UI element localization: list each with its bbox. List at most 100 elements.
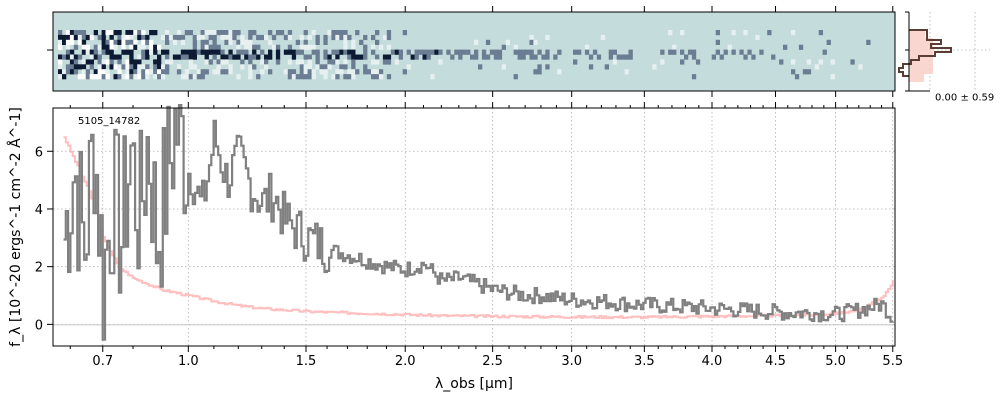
spectrum-2d-pixel (343, 34, 348, 41)
spectrum-2d-pixel (660, 59, 665, 65)
spectrum-2d-pixel (184, 69, 190, 75)
spectrum-2d-pixel (125, 74, 130, 80)
spectrum-2d-pixel (743, 30, 748, 36)
spectrum-2d-pixel (129, 39, 134, 45)
spectrum-2d-pixel (65, 69, 71, 75)
spectrum-2d-pixel (58, 54, 63, 60)
spectrum-2d-pixel (188, 74, 193, 80)
spectrum-2d-pixel (137, 30, 142, 36)
spectrum-2d-pixel (212, 39, 217, 45)
spectrum-2d-pixel (85, 69, 90, 75)
hist-label: 0.00 ± 0.59 (935, 92, 994, 103)
spectrum-2d-pixel (307, 74, 312, 80)
spectrum-2d-pixel (826, 39, 831, 45)
spectrum-2d-pixel (97, 64, 102, 70)
residual-histogram-panel: 0.00 ± 0.59 (898, 11, 994, 103)
spectrum-2d-pixel (628, 49, 633, 55)
spectrum-2d-pixel (129, 54, 134, 60)
spectrum-2d-pixel (220, 30, 225, 36)
spectrum-2d-pixel (165, 34, 170, 41)
spectrum-2d-pixel (481, 54, 487, 60)
spectrum-2d-pixel (157, 69, 162, 75)
spectrum-2d-pixel (751, 54, 756, 60)
spectrum-2d-pixel (188, 54, 193, 60)
spectrum-2d-pixel (208, 44, 213, 50)
spectrum-2d-pixel (224, 69, 229, 75)
error-series (63, 136, 894, 320)
spectrum-2d-pixel (513, 44, 518, 50)
spectrum-2d-pixel (624, 69, 629, 75)
spectrum-2d-pixel (743, 54, 748, 60)
spectrum-2d-pixel (73, 30, 79, 36)
spectrum-2d-pixel (216, 30, 221, 36)
spectrum-2d-pixel (125, 34, 130, 41)
spectrum-2d-pixel (458, 49, 463, 55)
spectrum-2d-pixel (291, 69, 297, 75)
spectrum-2d-pixel (248, 64, 253, 70)
spectrum-2d-pixel (133, 30, 138, 36)
spectrum-2d-pixel (77, 64, 83, 70)
spectrum-2d-pixel (73, 44, 79, 50)
spectrum-2d-pixel (232, 30, 237, 36)
spectrum-2d-pixel (58, 39, 63, 45)
spectrum-2d-pixel (77, 34, 83, 41)
spectrum-2d-pixel (89, 34, 94, 41)
spectrum-2d-pixel (145, 69, 150, 75)
spectrum-2d-pixel (184, 74, 190, 80)
spectrum-2d-pixel (557, 69, 562, 75)
spectrum-2d-pixel (299, 74, 304, 80)
spectrum-2d-pixel (343, 59, 348, 65)
spectrum-2d-pixel (339, 64, 344, 70)
spectrum-2d-pixel (319, 64, 324, 70)
spectrum-2d-pixel (608, 54, 613, 60)
spectrum-2d-pixel (236, 30, 241, 36)
spectrum-2d-pixel (830, 59, 835, 65)
spectrum-2d-pixel (101, 49, 106, 55)
spectrum-2d-pixel (77, 39, 83, 45)
spectrum-2d-pixel (216, 44, 221, 50)
spectrum-2d-pixel (220, 34, 225, 41)
spectrum-2d-pixel (204, 49, 209, 55)
spectrum-2d-pixel (394, 49, 400, 55)
spectrum-2d-pixel (327, 30, 332, 36)
spectrum-2d-pixel (604, 64, 609, 70)
spectrum-2d-pixel (101, 69, 106, 75)
spectrum-2d-pixel (188, 49, 193, 55)
spectrum-2d-pixel (97, 74, 102, 80)
spectrum-2d-pixel (592, 49, 598, 55)
spectrum-2d-pixel (101, 30, 106, 36)
spectrum-2d-pixel (513, 49, 518, 55)
spectrum-2d-pixel (315, 59, 320, 65)
spectrum-2d-pixel (323, 69, 328, 75)
spectrum-2d-pixel (323, 49, 328, 55)
spectrum-2d-pixel (200, 34, 205, 41)
spectrum-2d-pixel (323, 34, 328, 41)
spectrum-2d-pixel (553, 54, 558, 60)
spectrum-2d-pixel (188, 59, 193, 65)
spectrum-2d-pixel (137, 64, 142, 70)
spectrum-2d-pixel (105, 59, 110, 65)
spectrum-2d-pixel (537, 49, 542, 55)
spectrum-2d-pixel (228, 34, 233, 41)
spectrum-2d-pixel (378, 69, 384, 75)
spectrum-2d-pixel (65, 44, 71, 50)
spectrum-2d-pixel (386, 54, 392, 60)
spectrum-2d-pixel (204, 69, 209, 75)
spectrum-2d-pixel (69, 34, 75, 41)
spectrum-2d-pixel (303, 44, 308, 50)
spectrum-2d-pixel (153, 74, 158, 80)
spectrum-2d-pixel (137, 69, 142, 75)
spectrum-2d-pixel (228, 49, 233, 55)
spectrum-2d-pixel (672, 44, 677, 50)
spectrum-2d-pixel (117, 30, 122, 36)
spectrum-2d-pixel (501, 64, 506, 70)
spectrum-2d-pixel (212, 34, 217, 41)
spectrum-2d-pixel (224, 39, 229, 45)
spectrum-2d-pixel (101, 34, 106, 41)
spectrum-2d-pixel (335, 34, 340, 41)
spectrum-2d-pixel (866, 39, 871, 45)
spectrum-2d-pixel (228, 39, 233, 45)
spectrum-2d-pixel (299, 34, 304, 41)
spectrum-2d-pixel (69, 39, 75, 45)
spectrum-2d-pixel (299, 64, 304, 70)
